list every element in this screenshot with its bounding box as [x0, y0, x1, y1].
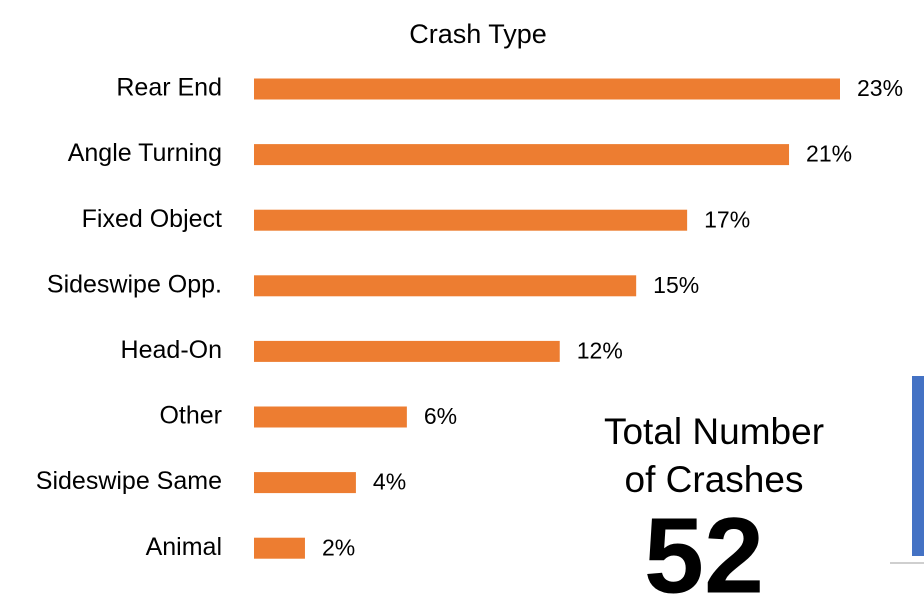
value-label: 4% — [373, 469, 406, 495]
category-label: Sideswipe Opp. — [47, 270, 222, 298]
category-label: Sideswipe Same — [36, 467, 222, 495]
bar — [254, 537, 305, 559]
annotation: of Crashes — [625, 459, 804, 500]
bar — [254, 406, 407, 428]
bar — [254, 340, 560, 362]
category-label: Rear End — [116, 74, 222, 102]
value-label: 12% — [577, 337, 623, 363]
category-label: Other — [159, 402, 222, 430]
side-panel — [912, 376, 924, 556]
category-label: Head-On — [121, 336, 222, 364]
value-label: 15% — [653, 272, 699, 298]
value-label: 21% — [806, 141, 852, 167]
bar — [254, 275, 637, 297]
category-label: Animal — [146, 533, 222, 561]
bar — [254, 78, 840, 100]
total-value: 52 — [644, 495, 764, 602]
value-label: 6% — [424, 403, 457, 429]
bar — [254, 472, 356, 494]
bar — [254, 209, 688, 231]
value-label: 2% — [322, 534, 355, 560]
value-label: 17% — [704, 206, 750, 232]
value-label: 23% — [857, 75, 903, 101]
category-label: Fixed Object — [82, 205, 222, 233]
bar — [254, 144, 790, 166]
chart-title: Crash Type — [409, 19, 547, 49]
category-label: Angle Turning — [68, 139, 222, 167]
annotation: Total Number — [604, 411, 824, 452]
